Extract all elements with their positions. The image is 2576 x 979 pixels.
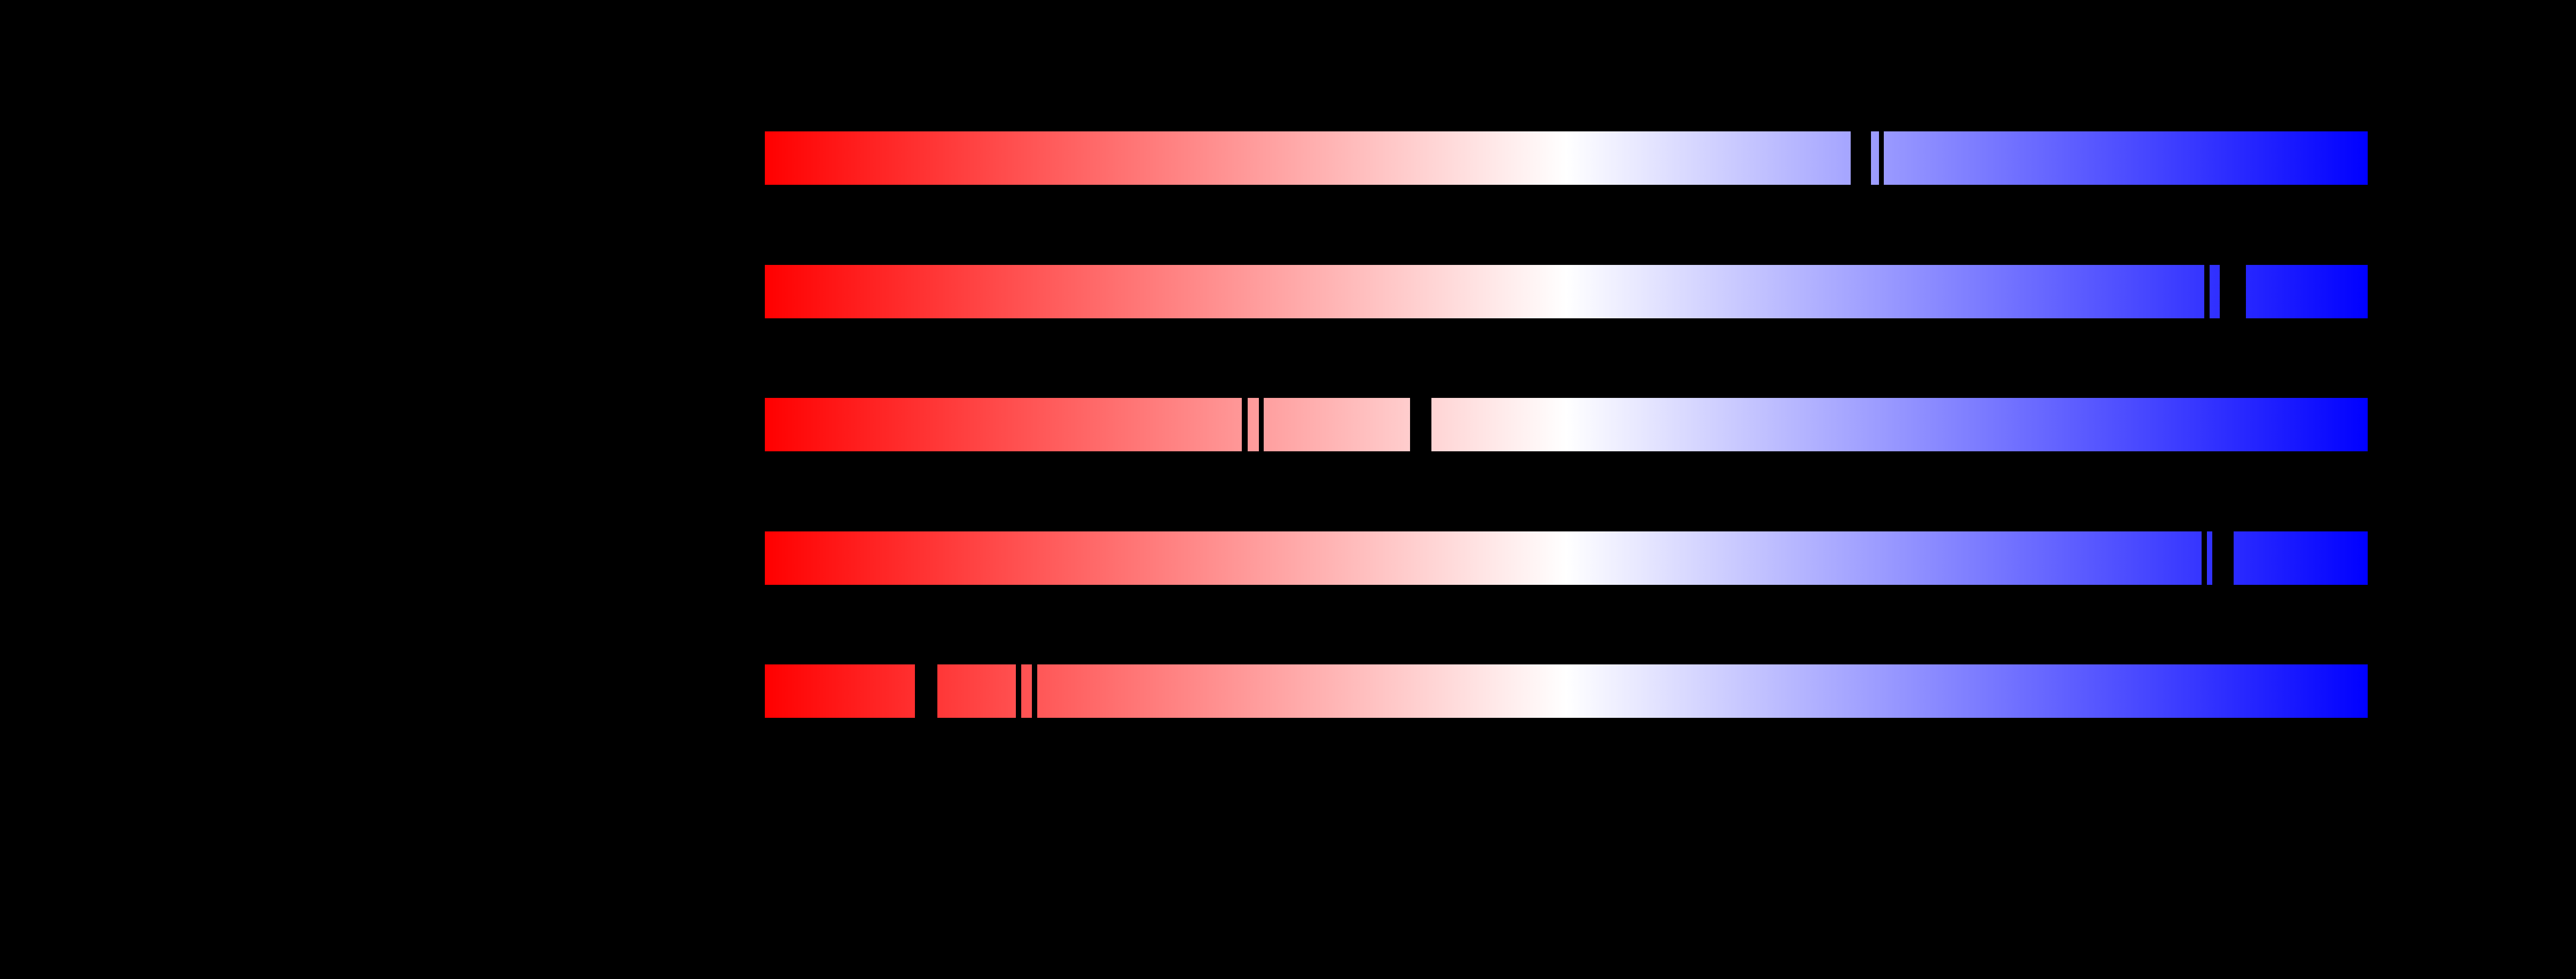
- gradient-bar-row-4: [765, 531, 2368, 585]
- bar-gap-marker-thin: [1242, 397, 1248, 452]
- bar-gap-marker-thin: [1259, 397, 1264, 452]
- bar-gap-marker-thin: [1016, 664, 1021, 718]
- bar-gap-marker-thick: [2212, 531, 2234, 585]
- bar-gap-marker-thin: [1879, 131, 1884, 185]
- bar-gap-marker-thick: [2220, 264, 2246, 319]
- gradient-bar-row-5: [765, 664, 2368, 718]
- gradient-bar-row-3: [765, 397, 2368, 452]
- bar-gap-marker-thin: [1032, 664, 1037, 718]
- bar-gap-marker-thick: [1410, 397, 1431, 452]
- gradient-bar-row-1: [765, 131, 2368, 185]
- bar-gap-marker-thick: [1851, 131, 1871, 185]
- bar-gap-marker-thin: [2204, 264, 2210, 319]
- gradient-bar-row-2: [765, 264, 2368, 319]
- bar-gap-marker-thick: [915, 664, 937, 718]
- bar-gap-marker-thin: [2202, 531, 2207, 585]
